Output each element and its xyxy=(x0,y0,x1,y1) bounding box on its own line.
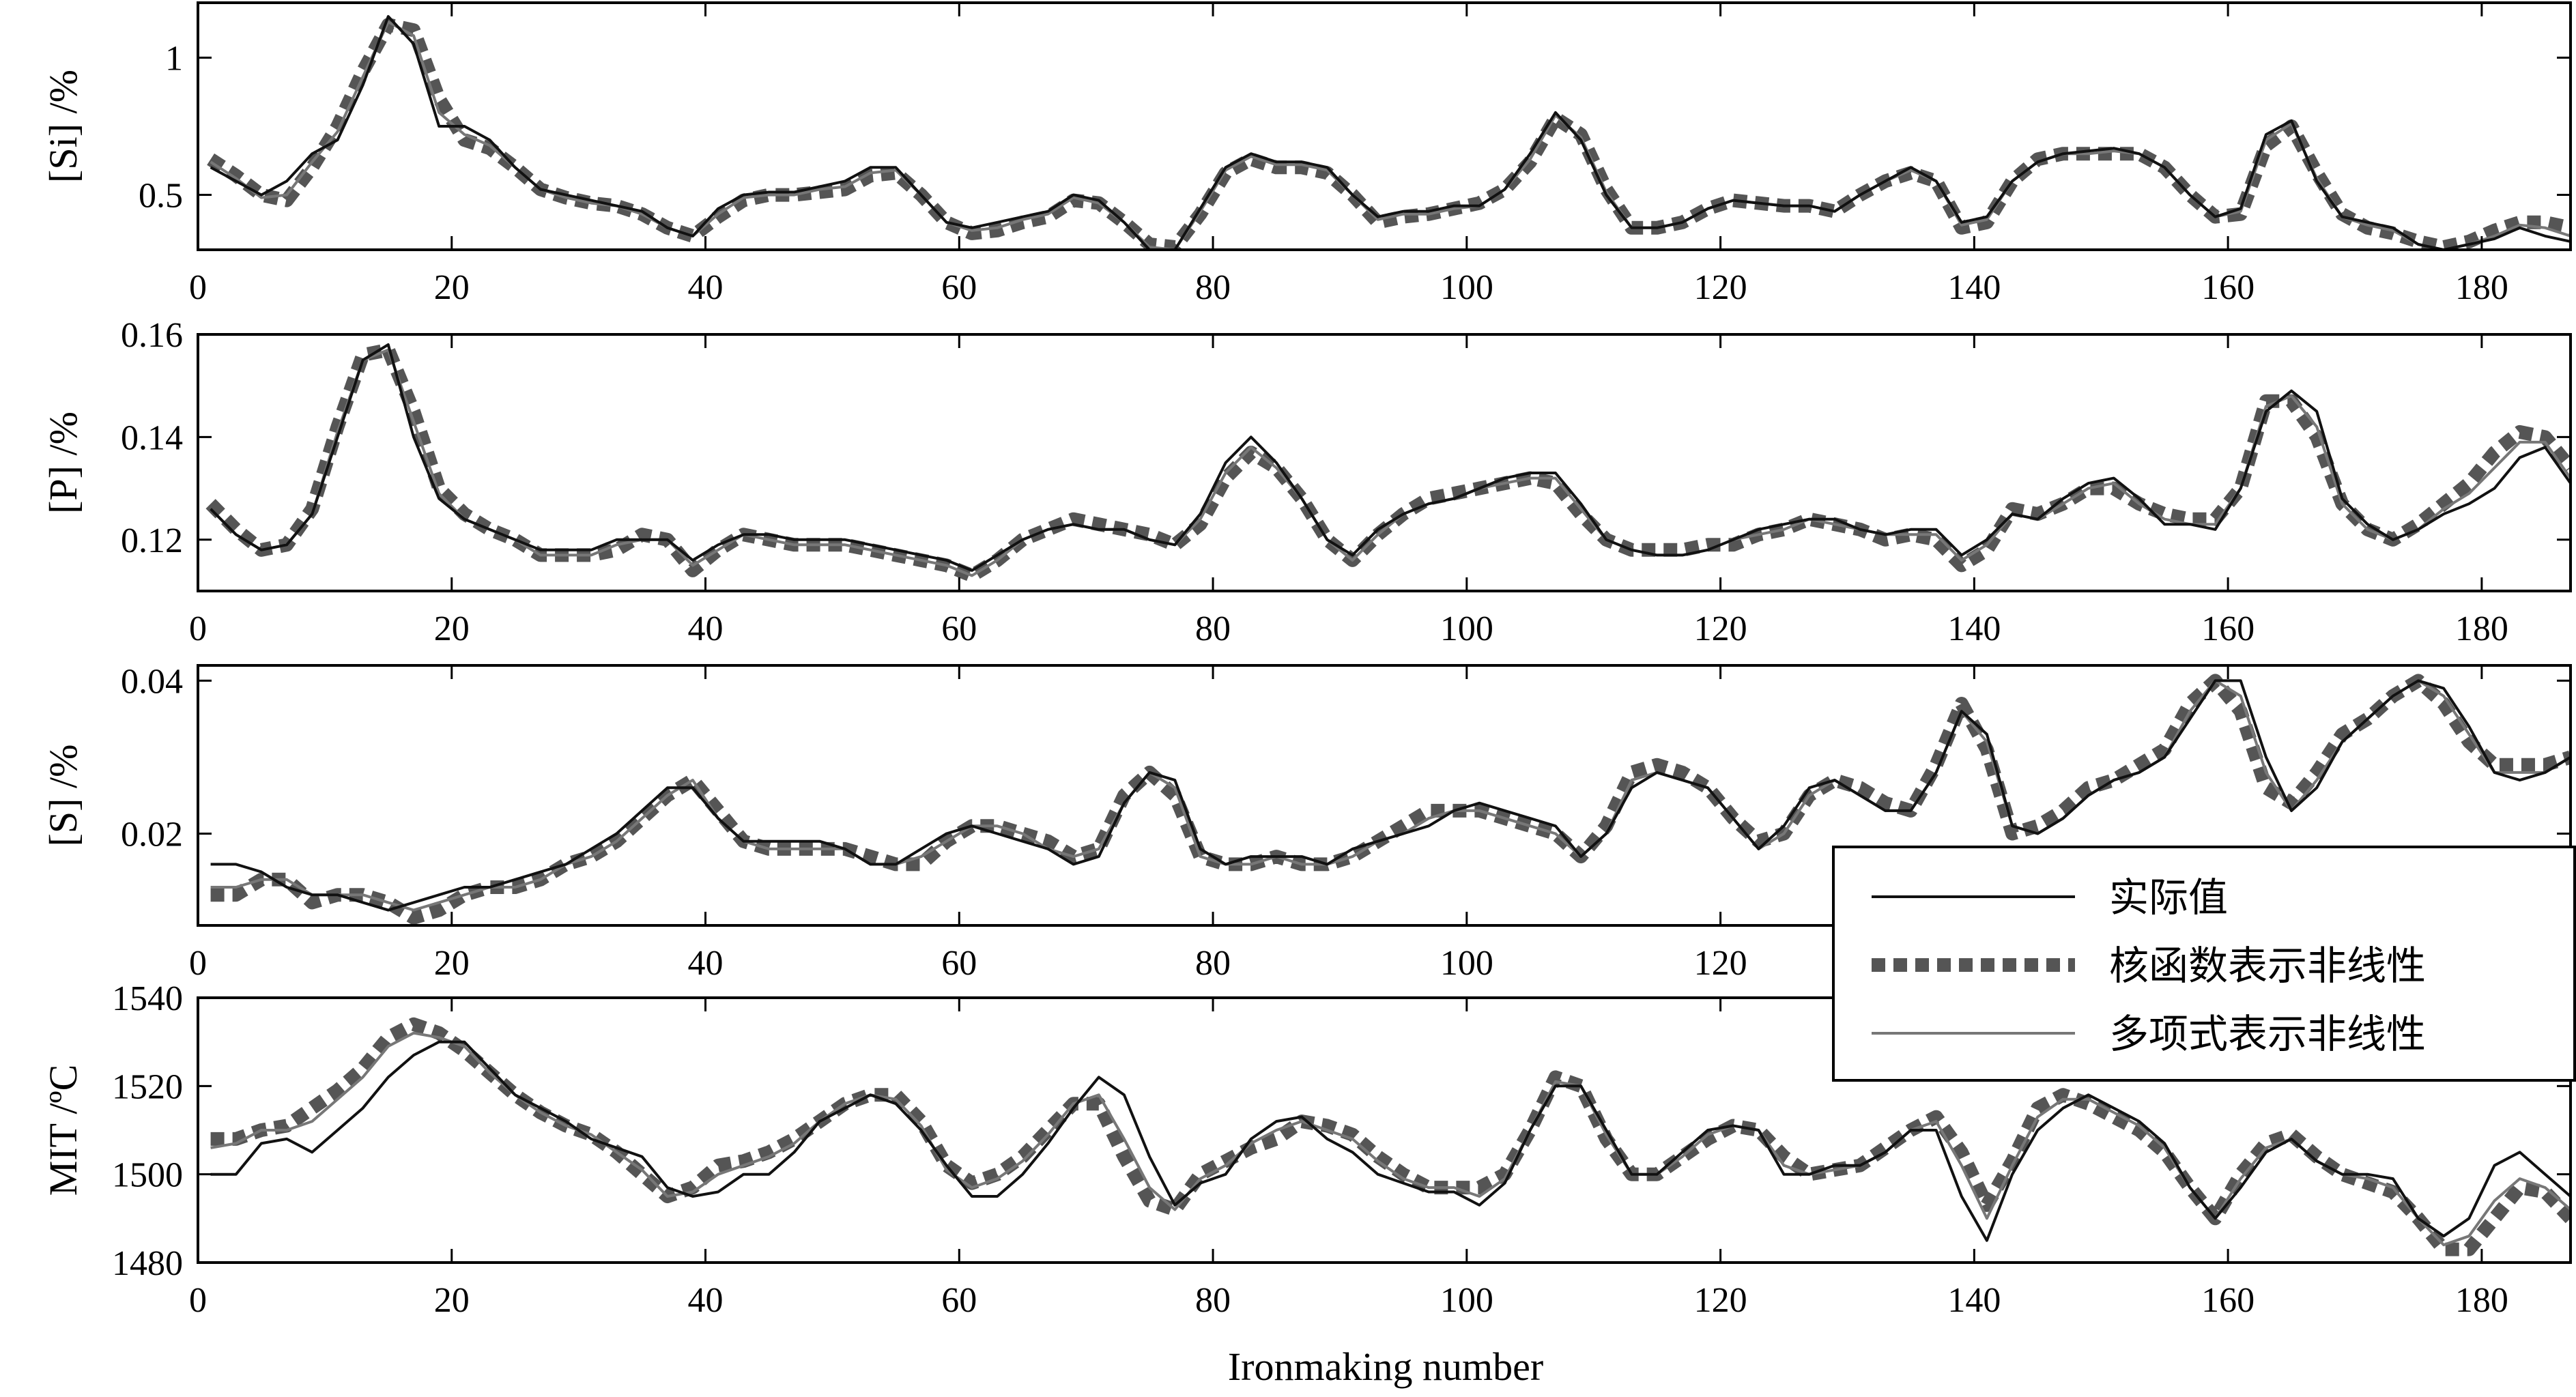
y-axis-label: MIT /ºC xyxy=(41,1065,85,1196)
x-tick-label: 100 xyxy=(1440,1281,1493,1320)
x-tick-label: 80 xyxy=(1195,944,1231,983)
x-tick-label: 160 xyxy=(2201,609,2255,648)
x-tick-label: 0 xyxy=(189,609,207,648)
plot-frame xyxy=(197,664,2572,927)
x-tick-label: 140 xyxy=(1947,268,2001,307)
series-line-polynomial xyxy=(210,348,2571,577)
y-tick-label: 0.12 xyxy=(121,521,183,560)
x-tick-label: 80 xyxy=(1195,1281,1231,1320)
legend: 实际值 核函数表示非线性 多项式表示非线性 xyxy=(1832,846,2576,1082)
y-tick-label: 1520 xyxy=(112,1067,183,1106)
legend-label-actual: 实际值 xyxy=(2109,874,2228,921)
x-tick-label: 40 xyxy=(688,268,724,307)
y-tick-label: 0.02 xyxy=(121,816,183,854)
x-tick-label: 0 xyxy=(189,1281,207,1320)
x-tick-label: 120 xyxy=(1694,609,1747,648)
y-tick-label: 0.14 xyxy=(121,418,183,457)
y-tick-label: 0.16 xyxy=(121,316,183,355)
x-axis-label: Ironmaking number xyxy=(1228,1344,1543,1389)
x-tick-label: 20 xyxy=(434,609,470,648)
y-tick-label: 0.5 xyxy=(139,177,183,216)
x-tick-label: 120 xyxy=(1694,268,1747,307)
chart-panel-2: 0 20 40 60 80 100 120 140 160 180 0.12 0.14 0.16 [P] … xyxy=(41,316,2572,648)
legend-box xyxy=(1832,846,2576,1082)
x-tick-label: 60 xyxy=(941,268,977,307)
x-tick-label: 40 xyxy=(688,944,724,983)
x-tick-label: 100 xyxy=(1440,268,1493,307)
x-tick-label: 140 xyxy=(1947,609,2001,648)
y-axis-label: [S] /% xyxy=(41,745,85,847)
y-axis-label: [P] /% xyxy=(41,412,85,514)
x-tick-label: 180 xyxy=(2455,268,2508,307)
legend-label-polynomial: 多项式表示非线性 xyxy=(2109,1011,2426,1057)
x-tick-label: 60 xyxy=(941,1281,977,1320)
y-tick-label: 1500 xyxy=(112,1156,183,1195)
x-tick-label: 20 xyxy=(434,944,470,983)
y-tick-label: 1480 xyxy=(112,1244,183,1283)
plot-frame xyxy=(197,1,2572,251)
plot-frame xyxy=(197,333,2572,592)
x-tick-label: 140 xyxy=(1947,1281,2001,1320)
x-tick-label: 0 xyxy=(189,268,207,307)
series-line-kernel xyxy=(205,343,2571,583)
series-line-actual xyxy=(210,15,2571,250)
series-line-actual xyxy=(210,679,2571,912)
y-tick-label: 1540 xyxy=(112,979,183,1018)
x-tick-label: 160 xyxy=(2201,268,2255,307)
x-tick-label: 80 xyxy=(1195,609,1231,648)
x-tick-label: 20 xyxy=(434,1281,470,1320)
y-axis-label: [Si] /% xyxy=(41,70,85,183)
x-tick-label: 20 xyxy=(434,268,470,307)
x-tick-label: 100 xyxy=(1440,609,1493,648)
x-tick-label: 180 xyxy=(2455,609,2508,648)
x-tick-label: 60 xyxy=(941,944,977,983)
x-tick-label: 40 xyxy=(688,1281,724,1320)
chart-panel-4: 0 20 40 60 80 100 120 140 160 180 1480 1500 1520 1540… xyxy=(41,979,2572,1320)
panels: 0 20 40 60 80 100 120 140 160 180 0.5 1 [Si] /% 0 20 40… xyxy=(41,1,2572,1320)
chart-panel-1: 0 20 40 60 80 100 120 140 160 180 0.5 1 [Si] /% xyxy=(41,1,2572,307)
series-line-actual xyxy=(210,1040,2571,1242)
x-tick-label: 180 xyxy=(2455,1281,2508,1320)
y-tick-label: 1 xyxy=(165,39,183,78)
x-tick-label: 160 xyxy=(2201,1281,2255,1320)
x-tick-label: 100 xyxy=(1440,944,1493,983)
x-tick-label: 80 xyxy=(1195,268,1231,307)
y-tick-label: 0.04 xyxy=(121,662,183,701)
series-line-actual xyxy=(210,343,2571,572)
x-tick-label: 120 xyxy=(1694,1281,1747,1320)
x-tick-label: 40 xyxy=(688,609,724,648)
plot-frame xyxy=(197,996,2572,1264)
x-tick-label: 60 xyxy=(941,609,977,648)
x-tick-label: 120 xyxy=(1694,944,1747,983)
x-tick-label: 0 xyxy=(189,944,207,983)
legend-label-kernel: 核函数表示非线性 xyxy=(2109,942,2426,989)
